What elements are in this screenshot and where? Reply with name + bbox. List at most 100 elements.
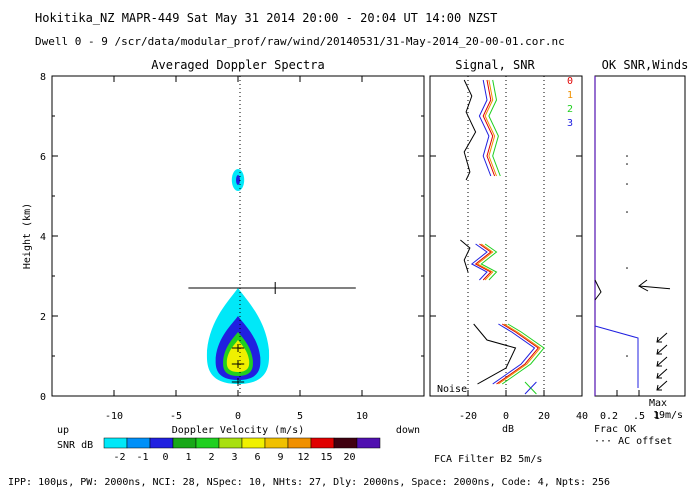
colorbar-tick-label: 3 (231, 452, 237, 463)
noise-trace (473, 323, 517, 385)
max-value: 19m/s (653, 410, 683, 421)
colorbar-tick-label: 12 (297, 452, 309, 463)
velocity-tick-label: -5 (170, 411, 182, 422)
series-legend-3: 3 (567, 118, 573, 129)
velocity-tick-label: 5 (297, 411, 303, 422)
small-wind-arrow-head (656, 336, 662, 343)
db-axis-label: dB (502, 424, 514, 435)
colorbar-swatch (172, 437, 197, 449)
series-1-trace (484, 79, 497, 177)
wind-arrow (638, 285, 671, 290)
colorbar-label: SNR dB (57, 440, 93, 451)
colorbar-tick-label: 0 (162, 452, 168, 463)
height-tick-label: 0 (40, 392, 46, 403)
wind-dot (626, 355, 628, 357)
height-tick-label: 8 (40, 72, 46, 83)
echo-layers (206, 169, 270, 386)
height-tick-label: 4 (40, 232, 46, 243)
signal-legend: 0 1 2 3 (567, 76, 573, 129)
winds-frame (594, 75, 686, 397)
winds-series (594, 76, 671, 396)
footer-params: IPP: 100µs, PW: 2000ns, NCI: 28, NSpec: … (8, 477, 610, 488)
header-title: Hokitika_NZ MAPR-449 Sat May 31 2014 20:… (35, 11, 497, 25)
series-1-trace (498, 323, 541, 385)
colorbar-swatch (287, 437, 312, 449)
series-2-trace (480, 243, 498, 281)
height-tick-label: 6 (40, 152, 46, 163)
wind-marker (188, 282, 356, 294)
filter-label: FCA Filter B2 5m/s (434, 454, 542, 465)
series-3-trace (478, 79, 492, 177)
colorbar-tick-label: 6 (254, 452, 260, 463)
signal-x-ticks: -20 0 20 40 (430, 75, 588, 422)
height-axis-label: Height (km) (22, 203, 33, 269)
noise-trace (460, 239, 471, 273)
series-3-trace (492, 323, 536, 385)
wind-dot (626, 155, 628, 157)
colorbar-tick-label: 15 (320, 452, 332, 463)
series-0-trace (482, 79, 496, 177)
series-1-trace (476, 243, 494, 281)
colorbar-tick-label: -1 (136, 452, 148, 463)
noise-trace (463, 79, 477, 181)
up-label: up (57, 425, 69, 436)
colorbar-swatch (356, 437, 381, 449)
winds-title: OK SNR,Winds (602, 58, 689, 72)
signal-title: Signal, SNR (455, 58, 535, 72)
winds-panel: OK SNR,Winds 0.2 .5 1 Max 19m/s Frac OK ··… (594, 58, 688, 447)
velocity-axis-label: Doppler Velocity (m/s) (172, 425, 304, 436)
small-wind-arrow-head (656, 360, 662, 367)
colorbar-swatch (195, 437, 220, 449)
height-tick-label: 2 (40, 312, 46, 323)
colorbar-tick-label: 20 (343, 452, 355, 463)
noise-label: Noise (437, 384, 467, 395)
colorbar-swatch (310, 437, 335, 449)
small-wind-arrow (656, 356, 668, 367)
db-tick-label: 0 (503, 411, 509, 422)
colorbar-swatch (149, 437, 174, 449)
colorbar-tick-label: 9 (277, 452, 283, 463)
signal-grid (467, 76, 545, 396)
colorbar-tick-label: 2 (208, 452, 214, 463)
wind-dot (626, 211, 628, 213)
series-0-trace (496, 323, 540, 385)
velocity-tick-label: -10 (105, 411, 123, 422)
colorbar-tick-label: 1 (185, 452, 191, 463)
series-legend-0: 0 (567, 76, 573, 87)
colorbar-swatch (103, 437, 128, 449)
series-0-trace (474, 243, 492, 281)
winds-tick-label: .5 (633, 411, 645, 422)
small-wind-arrow (656, 380, 668, 391)
colorbar-swatch (241, 437, 266, 449)
velocity-tick-label: 0 (235, 411, 241, 422)
header-dwell: Dwell 0 - 9 /scr/data/modular_prof/raw/w… (35, 35, 565, 48)
db-tick-label: -20 (459, 411, 477, 422)
spectra-title: Averaged Doppler Spectra (151, 58, 324, 72)
colorbar-swatch (264, 437, 289, 449)
small-wind-arrow (656, 344, 668, 355)
upper-echo-core (236, 175, 240, 185)
wind-dot (626, 163, 628, 165)
frac-ok-profile (594, 325, 639, 388)
ac-offset-trace (594, 279, 602, 301)
wind-dot (626, 183, 628, 185)
series-2-trace (501, 323, 545, 385)
db-tick-label: 20 (538, 411, 550, 422)
ac-offset-legend: ··· AC offset (594, 436, 672, 447)
colorbar-swatch (333, 437, 358, 449)
small-wind-arrow (656, 368, 668, 379)
series-legend-1: 1 (567, 90, 573, 101)
winds-tick-label: 0.2 (600, 411, 618, 422)
max-label: Max (649, 398, 667, 409)
wind-arrow-head (638, 279, 649, 292)
small-wind-arrow-head (656, 372, 662, 379)
colorbar-swatch (218, 437, 243, 449)
colorbar-tick-label: -2 (113, 452, 125, 463)
spectra-y-ticks: 0 2 4 6 8 (40, 72, 424, 403)
series-2-trace (488, 79, 501, 177)
wind-dot (626, 267, 628, 269)
signal-series (460, 79, 545, 395)
small-wind-arrow-head (656, 348, 662, 355)
